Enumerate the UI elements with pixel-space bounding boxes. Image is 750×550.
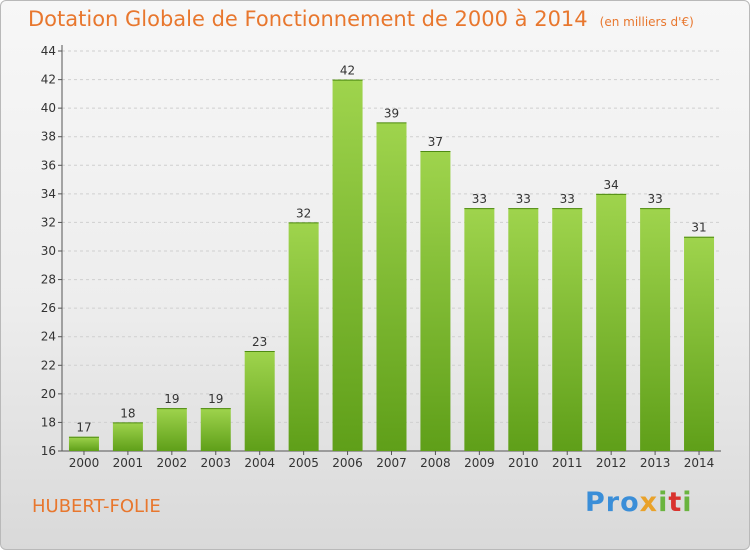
x-tick-label: 2011 xyxy=(552,456,583,470)
bars xyxy=(68,79,715,452)
commune-name: HUBERT-FOLIE xyxy=(32,496,161,517)
x-tick-label: 2014 xyxy=(684,456,715,470)
x-tick-label: 2003 xyxy=(200,456,231,470)
value-labels: 17 18 19 19 23 32 42 39 37 33 33 33 34 33 31 xyxy=(76,64,706,435)
value-label: 33 xyxy=(516,192,531,206)
x-tick-label: 2010 xyxy=(508,456,539,470)
value-label: 19 xyxy=(208,392,223,406)
bar-2003 xyxy=(200,408,231,451)
value-label: 32 xyxy=(296,206,311,220)
value-label: 17 xyxy=(76,421,91,435)
x-tick-label: 2000 xyxy=(69,456,100,470)
y-tick-label: 38 xyxy=(41,130,56,144)
value-label: 42 xyxy=(340,64,355,78)
chart-title: Dotation Globale de Fonctionnement de 20… xyxy=(28,7,694,31)
y-tick-label: 44 xyxy=(41,44,56,58)
y-tick-label: 16 xyxy=(41,444,56,458)
bar-2005 xyxy=(288,222,319,451)
value-label: 33 xyxy=(472,192,487,206)
y-tick-label: 32 xyxy=(41,215,56,229)
bar-2009 xyxy=(464,208,495,451)
bar-2001 xyxy=(112,422,143,451)
bar-2002 xyxy=(156,408,187,451)
value-label: 19 xyxy=(164,392,179,406)
y-tick-label: 30 xyxy=(41,244,56,258)
value-label: 23 xyxy=(252,335,267,349)
x-tick-label: 2012 xyxy=(596,456,627,470)
x-tick-label: 2009 xyxy=(464,456,495,470)
bar-2004 xyxy=(244,351,275,451)
bar-2013 xyxy=(640,208,671,451)
x-tick-label: 2002 xyxy=(157,456,188,470)
bar-2006 xyxy=(332,79,363,452)
chart-title-text: Dotation Globale de Fonctionnement de 20… xyxy=(28,7,588,31)
value-label: 37 xyxy=(428,135,443,149)
bar-2000 xyxy=(68,436,99,451)
bar-2007 xyxy=(376,122,407,451)
x-tick-labels: 2000 2001 2002 2003 2004 2005 2006 2007 2008 2009… xyxy=(69,451,715,470)
y-tick-label: 28 xyxy=(41,273,56,287)
x-tick-label: 2013 xyxy=(640,456,671,470)
value-label: 33 xyxy=(647,192,662,206)
x-tick-label: 2008 xyxy=(420,456,451,470)
unit-note: (en milliers d'€) xyxy=(599,15,694,29)
bar-2011 xyxy=(552,208,583,451)
value-label: 18 xyxy=(120,406,135,420)
y-tick-label: 20 xyxy=(41,387,56,401)
bar-2012 xyxy=(596,193,627,451)
value-label: 34 xyxy=(604,178,619,192)
y-tick-label: 36 xyxy=(41,158,56,172)
x-tick-label: 2006 xyxy=(332,456,363,470)
bar-2014 xyxy=(684,236,715,451)
y-tick-labels: 16 18 20 22 24 26 28 30 32 34 36 38 40 42 44 xyxy=(41,44,56,458)
x-tick-label: 2004 xyxy=(244,456,275,470)
y-tick-label: 34 xyxy=(41,187,56,201)
y-tick-label: 40 xyxy=(41,101,56,115)
x-tick-label: 2005 xyxy=(288,456,319,470)
y-tick-label: 24 xyxy=(41,330,56,344)
y-tick-label: 22 xyxy=(41,358,56,372)
bar-2010 xyxy=(508,208,539,451)
value-label: 33 xyxy=(560,192,575,206)
x-tick-label: 2007 xyxy=(376,456,407,470)
value-label: 39 xyxy=(384,106,399,120)
y-tick-label: 42 xyxy=(41,73,56,87)
bar-2008 xyxy=(420,151,451,451)
proxiti-logo: Proxiti xyxy=(585,487,693,518)
x-tick-label: 2001 xyxy=(113,456,144,470)
y-tick-label: 18 xyxy=(41,415,56,429)
y-tick-label: 26 xyxy=(41,301,56,315)
value-label: 31 xyxy=(691,221,706,235)
